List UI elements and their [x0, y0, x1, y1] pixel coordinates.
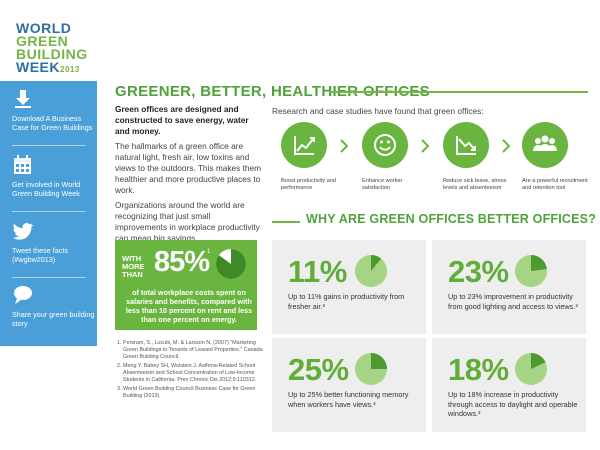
stat-card-daylight: 18% Up to 18% increase in productivity t… — [432, 338, 586, 432]
sidebar-item-get-involved[interactable]: Get involved in World Green Building Wee… — [12, 155, 96, 198]
stat-card-text: Up to 18% increase in productivity throu… — [448, 390, 578, 418]
intro-text: Green offices are designed and construct… — [115, 104, 263, 248]
stat-pie-icon — [216, 249, 246, 279]
salary-stat-box: WITH MORE THAN 85% 1 of total workplace … — [115, 240, 257, 330]
stat-prefix: WITH MORE THAN — [122, 254, 145, 279]
pie-chart-icon — [515, 353, 547, 385]
stat-card-lighting: 23% Up to 23% improvement in productivit… — [432, 240, 586, 334]
stat-card-value: 25% — [288, 352, 349, 387]
benefit-caption: Enhance worker satisfaction — [362, 178, 403, 191]
sidebar-item-label: Share your green building story — [12, 310, 95, 328]
sidebar-divider — [12, 277, 86, 278]
benefit-caption: Boost productivity and performance — [281, 178, 337, 191]
stat-card-text: Up to 23% improvement in productivity fr… — [448, 292, 578, 311]
sidebar-item-label: Download A Business Case for Green Build… — [12, 114, 93, 132]
logo-line-building: BUILDING — [16, 46, 88, 62]
logo-line-week: WEEK — [16, 59, 60, 75]
sidebar-item-label: Tweet these facts (#wgbw2013) — [12, 246, 68, 264]
sidebar: Download A Business Case for Green Build… — [0, 81, 97, 346]
title-divider — [330, 91, 588, 93]
footnote-item: World Green Building Council Business Ca… — [123, 386, 265, 400]
logo-line-green: GREEN — [16, 33, 69, 49]
chart-up-icon — [281, 122, 327, 168]
sidebar-item-download[interactable]: Download A Business Case for Green Build… — [12, 89, 96, 132]
chart-down-icon — [443, 122, 489, 168]
stat-value: 85% — [154, 246, 210, 278]
section-title: WHY ARE GREEN OFFICES BETTER OFFICES? — [306, 212, 597, 226]
pie-slice — [531, 255, 547, 271]
pie-chart-icon — [355, 353, 387, 385]
benefit-productivity: Boost productivity and performance — [281, 122, 347, 192]
download-icon — [12, 89, 34, 109]
stat-card-value: 23% — [448, 254, 509, 289]
pie-slice — [531, 353, 546, 369]
benefit-satisfaction: Enhance worker satisfaction — [362, 122, 428, 192]
stat-card-memory: 25% Up to 25% better functioning memory … — [272, 338, 426, 432]
calendar-icon — [12, 155, 34, 175]
benefit-recruitment: Are a powerful recruitment and retention… — [522, 122, 588, 192]
benefit-caption: Are a powerful recruitment and retention… — [522, 178, 588, 191]
sidebar-item-tweet[interactable]: Tweet these facts (#wgbw2013) — [12, 221, 96, 264]
sidebar-divider — [12, 211, 86, 212]
smiley-icon — [362, 122, 408, 168]
subtitle-divider — [272, 221, 300, 223]
intro-paragraph: Organizations around the world are recog… — [115, 200, 260, 243]
intro-paragraph: The hallmarks of a green office are natu… — [115, 141, 262, 195]
chevron-right-icon — [502, 139, 511, 153]
pie-chart-icon — [355, 255, 387, 287]
stat-card-value: 11% — [288, 254, 347, 289]
intro-lead: Green offices are designed and construct… — [115, 104, 249, 136]
benefit-caption: Reduce sick leave, stress levels and abs… — [443, 178, 507, 191]
pie-slice — [371, 353, 387, 369]
stat-footnote-marker: 1 — [207, 249, 211, 255]
pie-chart-icon — [515, 255, 547, 287]
chevron-right-icon — [421, 139, 430, 153]
stat-card-text: Up to 11% gains in productivity from fre… — [288, 292, 405, 311]
page-title: GREENER, BETTER, HEALTHIER OFFICES — [115, 83, 430, 100]
chevron-right-icon — [340, 139, 349, 153]
pie-slice — [371, 255, 382, 271]
stat-card-text: Up to 25% better functioning memory when… — [288, 390, 409, 409]
footnotes: Persram, S., Lucuik, M. & Larsson N. (20… — [115, 340, 265, 402]
footnote-item: Meng Y. Babey SH, Wolstein J. Asthma-Rel… — [123, 363, 265, 384]
footnote-item: Persram, S., Lucuik, M. & Larsson N. (20… — [123, 340, 265, 361]
sidebar-item-label: Get involved in World Green Building Wee… — [12, 180, 81, 198]
chat-bubble-icon — [12, 285, 34, 305]
logo-year: 2013 — [60, 65, 80, 74]
stat-description: of total workplace costs spent on salari… — [125, 288, 253, 324]
sidebar-divider — [12, 145, 86, 146]
twitter-icon — [12, 221, 34, 241]
team-icon — [522, 122, 568, 168]
stat-card-fresh-air: 11% Up to 11% gains in productivity from… — [272, 240, 426, 334]
research-intro: Research and case studies have found tha… — [272, 106, 484, 116]
benefit-sick-leave: Reduce sick leave, stress levels and abs… — [443, 122, 509, 192]
logo-line-world: WORLD — [16, 20, 72, 36]
stat-card-value: 18% — [448, 352, 509, 387]
pie-slice — [216, 249, 246, 279]
logo: WORLD GREEN BUILDING WEEK2013 — [16, 20, 106, 76]
sidebar-item-share-story[interactable]: Share your green building story — [12, 285, 96, 328]
